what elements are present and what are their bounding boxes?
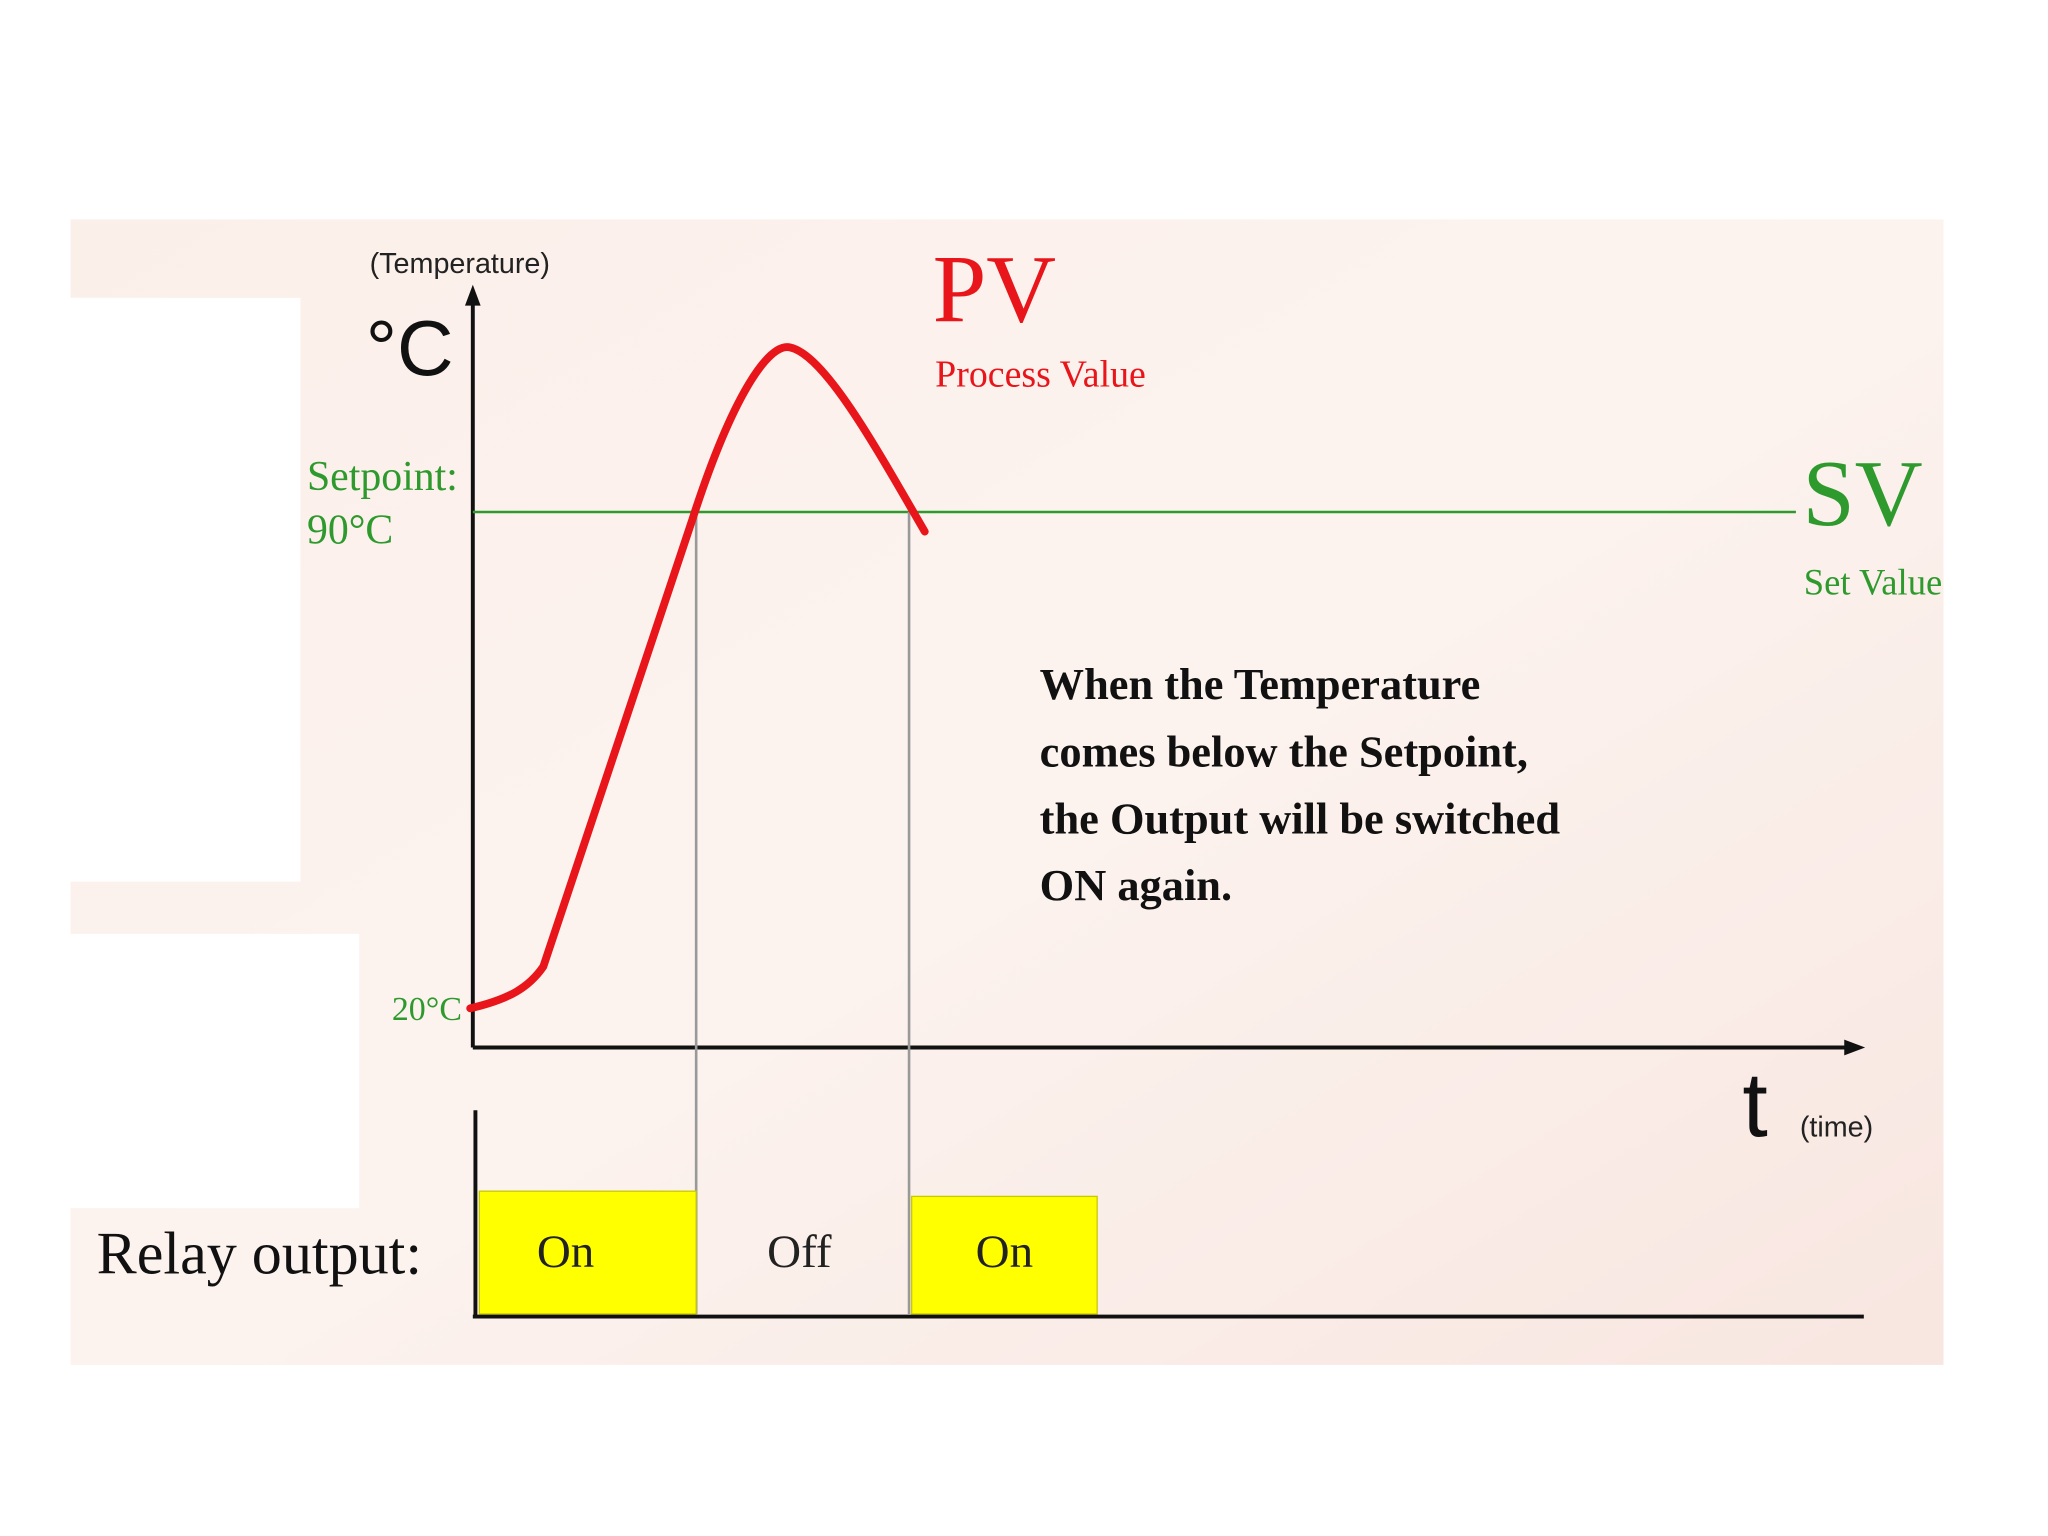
sv-subtitle: Set Value xyxy=(1804,561,1942,602)
relay-on-block xyxy=(911,1195,1098,1315)
setpoint-label: Setpoint: xyxy=(307,454,458,500)
annotation-line: the Output will be switched xyxy=(1040,793,1561,843)
relay-on-block xyxy=(478,1190,697,1315)
y-axis-arrow xyxy=(464,284,481,306)
annotation-line: When the Temperature xyxy=(1040,659,1481,709)
y-axis-unit: °C xyxy=(366,304,454,392)
annotation-line: comes below the Setpoint, xyxy=(1040,727,1528,777)
blank-patch xyxy=(70,297,301,882)
sv-title: SV xyxy=(1802,442,1922,546)
pv-curve xyxy=(466,343,929,1013)
relay-state: Off xyxy=(767,1226,832,1278)
relay-label: Relay output: xyxy=(97,1219,422,1286)
x-axis-symbol: t xyxy=(1742,1054,1767,1156)
y-axis-label: (Temperature) xyxy=(370,248,550,280)
pv-title: PV xyxy=(933,235,1057,342)
relay-state: On xyxy=(537,1226,594,1278)
setpoint-value: 90°C xyxy=(307,507,393,553)
pv-subtitle: Process Value xyxy=(935,354,1146,396)
relay-state: On xyxy=(976,1226,1033,1278)
annotation-line: ON again. xyxy=(1040,860,1232,910)
blank-patch xyxy=(70,933,360,1209)
x-axis-arrow xyxy=(1844,1039,1866,1056)
start-label: 20°C xyxy=(392,991,462,1028)
x-axis-label: (time) xyxy=(1800,1111,1873,1143)
background-panel xyxy=(70,219,1944,1365)
